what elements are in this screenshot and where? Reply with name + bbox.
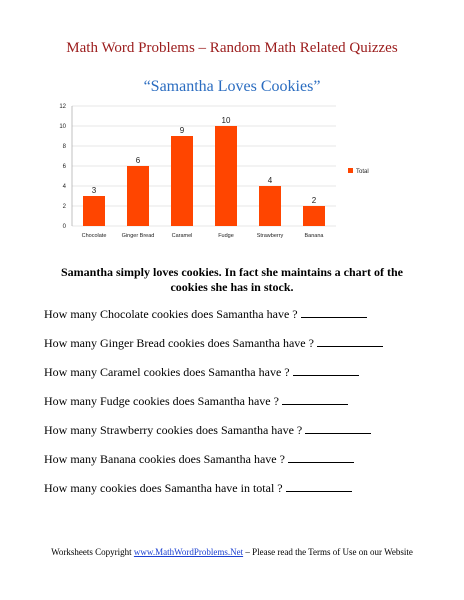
chart-title: “Samantha Loves Cookies” — [143, 78, 321, 95]
question-text: How many Ginger Bread cookies does Saman… — [44, 336, 314, 350]
legend-swatch — [348, 168, 353, 173]
question-total: How many cookies does Samantha have in t… — [44, 480, 444, 509]
x-tick-label: Chocolate — [82, 233, 107, 239]
questions-list: How many Chocolate cookies does Samantha… — [44, 306, 444, 509]
page-title: Math Word Problems – Random Math Related… — [66, 40, 398, 56]
question-text: How many Banana cookies does Samantha ha… — [44, 452, 285, 466]
footer-link[interactable]: www.MathWordProblems.Net — [133, 547, 244, 557]
answer-blank — [285, 480, 352, 492]
y-tick-label: 12 — [59, 104, 66, 110]
intro-text: Samantha simply loves cookies. In fact s… — [60, 265, 403, 294]
answer-blank — [281, 393, 348, 405]
x-tick-label: Fudge — [218, 233, 234, 239]
answer-blank — [305, 422, 372, 434]
data-label: 6 — [136, 156, 141, 165]
x-tick-label: Ginger Bread — [122, 233, 155, 239]
answer-blank — [287, 451, 354, 463]
bar-fudge — [215, 126, 237, 226]
bar-caramel — [171, 136, 193, 226]
legend-label: Total — [356, 169, 369, 175]
question-ginger-bread: How many Ginger Bread cookies does Saman… — [44, 335, 444, 364]
x-tick-label: Banana — [305, 233, 325, 239]
x-tick-label: Strawberry — [257, 233, 284, 239]
data-label: 9 — [180, 126, 185, 135]
data-label: 4 — [268, 176, 273, 185]
bar-chocolate — [83, 196, 105, 226]
data-label: 10 — [222, 116, 231, 125]
y-tick-label: 8 — [63, 144, 67, 150]
y-tick-label: 2 — [63, 204, 67, 210]
answer-blank — [300, 306, 367, 318]
question-chocolate: How many Chocolate cookies does Samantha… — [44, 306, 444, 335]
question-text: How many Fudge cookies does Samantha hav… — [44, 394, 279, 408]
data-label: 2 — [312, 196, 317, 205]
x-tick-label: Caramel — [172, 233, 193, 239]
y-tick-label: 6 — [63, 164, 67, 170]
cookies-bar-chart: 0 2 4 6 8 10 12 3 Chocolate 6 Ginger Bread 9 Caramel… — [59, 104, 369, 239]
question-caramel: How many Caramel cookies does Samantha h… — [44, 364, 444, 393]
question-fudge: How many Fudge cookies does Samantha hav… — [44, 393, 444, 422]
y-tick-label: 0 — [63, 224, 67, 230]
footer-suffix: – Please read the Terms of Use on our We… — [245, 547, 413, 557]
question-text: How many Strawberry cookies does Samanth… — [44, 423, 303, 437]
bar-banana — [303, 206, 325, 226]
y-tick-label: 10 — [59, 124, 66, 130]
question-strawberry: How many Strawberry cookies does Samanth… — [44, 422, 444, 451]
bar-ginger-bread — [127, 166, 149, 226]
answer-blank — [292, 364, 359, 376]
y-tick-label: 4 — [63, 184, 67, 190]
data-label: 3 — [92, 186, 97, 195]
bar-strawberry — [259, 186, 281, 226]
answer-blank — [316, 335, 383, 347]
question-text: How many cookies does Samantha have in t… — [44, 481, 283, 495]
question-text: How many Caramel cookies does Samantha h… — [44, 365, 290, 379]
footer: Worksheets Copyright www.MathWordProblem… — [0, 547, 464, 557]
footer-prefix: Worksheets Copyright — [51, 547, 132, 557]
question-text: How many Chocolate cookies does Samantha… — [44, 307, 298, 321]
question-banana: How many Banana cookies does Samantha ha… — [44, 451, 444, 480]
